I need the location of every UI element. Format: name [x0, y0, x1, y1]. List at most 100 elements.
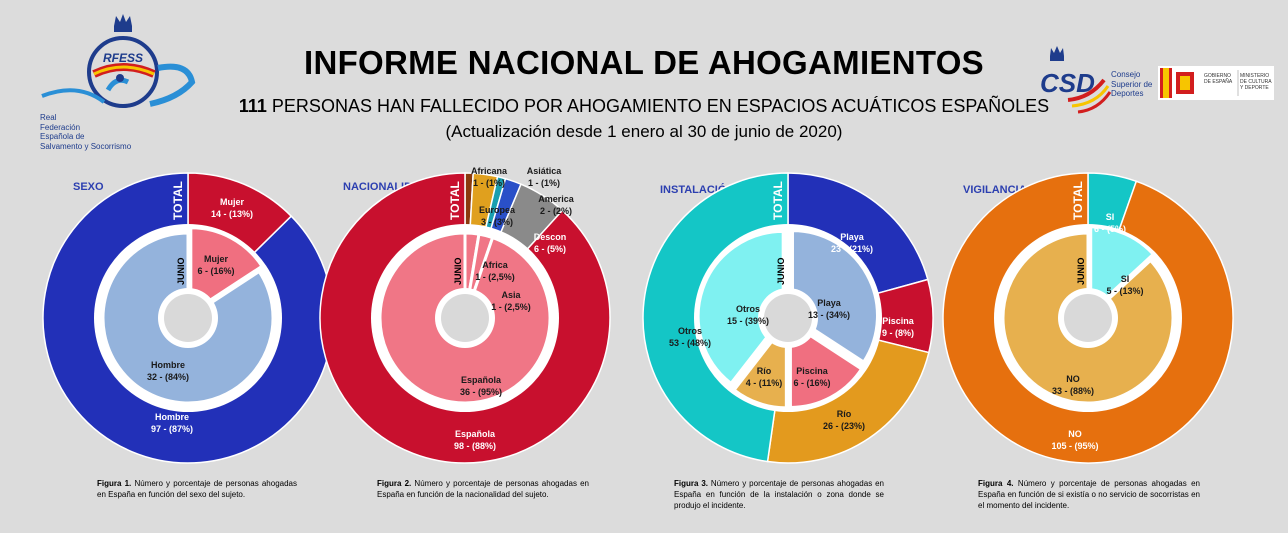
outer-label-piscina: Piscina: [882, 316, 915, 326]
crown-icon: [114, 14, 132, 32]
outer-label-hombre: Hombre: [155, 412, 189, 422]
page-title: INFORME NACIONAL DE AHOGAMIENTOS: [303, 44, 984, 81]
section-title: SEXO: [73, 181, 104, 193]
outer-value-asiatica: 1 - (1%): [528, 178, 560, 188]
caption-text: Número y porcentaje de personas ahogadas…: [97, 479, 297, 499]
inner-label-africa: Africa: [482, 260, 509, 270]
inner-label-piscina: Piscina: [796, 366, 829, 376]
figure-caption-4: Figura 4. Número y porcentaje de persona…: [978, 478, 1200, 511]
inner-value-asia: 1 - (2,5%): [491, 302, 531, 312]
donut-hole: [441, 294, 489, 342]
caption-figure-number: Figura 1.: [97, 479, 132, 488]
rfess-line: Federación: [40, 122, 81, 132]
donut-hole: [164, 294, 212, 342]
inner-label-hombre: Hombre: [151, 360, 185, 370]
spain-government-logo: [1158, 66, 1274, 100]
inner-value-hombre: 32 - (84%): [147, 372, 189, 382]
inner-label-rio: Río: [757, 366, 772, 376]
ring-label-junio: JUNIO: [776, 257, 786, 285]
outer-label-africana: Africana: [471, 166, 508, 176]
inner-label-no: NO: [1066, 374, 1080, 384]
figure-caption-1: Figura 1. Número y porcentaje de persona…: [97, 478, 297, 500]
donut-hole: [764, 294, 812, 342]
figure-caption-2: Figura 2. Número y porcentaje de persona…: [377, 478, 589, 500]
outer-label-europea: Europea: [479, 205, 516, 215]
csd-line: Consejo: [1111, 70, 1141, 79]
csd-name: Consejo Superior de Deportes: [1111, 70, 1152, 99]
page-subtitle: 111 PERSONAS HAN FALLECIDO POR AHOGAMIEN…: [0, 96, 1288, 117]
rfess-line: Real: [40, 113, 57, 122]
outer-label-mujer: Mujer: [220, 197, 245, 207]
ministry-line: DE CULTURA: [1240, 79, 1272, 85]
inner-value-africa: 1 - (2,5%): [475, 272, 515, 282]
outer-value-espanola: 98 - (88%): [454, 441, 496, 451]
inner-label-espanola: Española: [461, 375, 502, 385]
outer-label-no: NO: [1068, 429, 1082, 439]
outer-value-piscina: 9 - (8%): [882, 328, 914, 338]
outer-label-playa: Playa: [840, 232, 865, 242]
rfess-logo: RFESS: [41, 14, 196, 108]
chart-sexo: SEXO TOTAL JUNIO Mujer 14 - (13%) Hombre 97 - …: [42, 172, 334, 464]
outer-value-mujer: 14 - (13%): [211, 209, 253, 219]
ministry-line: MINISTERIO: [1240, 73, 1270, 79]
outer-label-otros: Otros: [678, 326, 702, 336]
ring-label-total: TOTAL: [771, 181, 785, 220]
inner-value-playa: 13 - (34%): [808, 310, 850, 320]
outer-value-playa: 23 - (21%): [831, 244, 873, 254]
chart-vigilancia: VIGILANCIA TOTAL JUNIO SI 6 - (5%) NO 105 - (9…: [942, 172, 1234, 464]
outer-value-no: 105 - (95%): [1051, 441, 1098, 451]
outer-label-rio: Río: [837, 409, 852, 419]
inner-label-playa: Playa: [817, 298, 842, 308]
caption-figure-number: Figura 3.: [674, 479, 709, 488]
inner-label-asia: Asia: [501, 290, 521, 300]
outer-value-descon: 6 - (5%): [534, 244, 566, 254]
inner-value-espanola: 36 - (95%): [460, 387, 502, 397]
caption-text: Número y porcentaje de personas ahogadas…: [674, 479, 884, 510]
csd-line: Deportes: [1111, 89, 1144, 98]
ring-label-junio: JUNIO: [453, 257, 463, 285]
figure-caption-3: Figura 3. Número y porcentaje de persona…: [674, 478, 884, 511]
inner-slice-mujer: [189, 226, 265, 316]
caption-text: Número y porcentaje de personas ahogadas…: [377, 479, 589, 499]
caption-text: Número y porcentaje de personas ahogadas…: [978, 479, 1200, 510]
update-period: (Actualización desde 1 enero al 30 de ju…: [445, 122, 843, 141]
csd-logo: CSD: [1040, 46, 1112, 114]
rfess-line: Española de: [40, 132, 85, 141]
inner-label-mujer: Mujer: [204, 254, 229, 264]
outer-value-europea: 3 - (3%): [481, 217, 513, 227]
government-label: GOBIERNO DE ESPAÑA: [1204, 73, 1232, 85]
gov-line: DE ESPAÑA: [1204, 79, 1233, 85]
inner-value-rio: 4 - (11%): [746, 378, 783, 388]
inner-value-piscina: 6 - (16%): [793, 378, 830, 388]
ring-label-total: TOTAL: [171, 181, 185, 220]
inner-value-no: 33 - (88%): [1052, 386, 1094, 396]
outer-label-asiatica: Asiática: [527, 166, 563, 176]
inner-slice-otros: [696, 229, 785, 386]
outer-value-hombre: 97 - (87%): [151, 424, 193, 434]
caption-figure-number: Figura 2.: [377, 479, 412, 488]
coat-of-arms-icon: [1176, 72, 1194, 94]
outer-slice-no: [942, 172, 1234, 464]
inner-value-si: 5 - (13%): [1106, 286, 1143, 296]
section-title: VIGILANCIA: [963, 184, 1027, 196]
ring-label-total: TOTAL: [448, 181, 462, 220]
outer-value-otros: 53 - (48%): [669, 338, 711, 348]
rfess-line: Salvamento y Socorrismo: [40, 141, 132, 151]
outer-label-si: SI: [1106, 212, 1115, 222]
crown-icon: [1050, 46, 1064, 61]
ring-label-total: TOTAL: [1071, 181, 1085, 220]
total-deaths-count: 111: [238, 96, 267, 116]
donut-hole: [1064, 294, 1112, 342]
caption-figure-number: Figura 4.: [978, 479, 1014, 488]
inner-slice-piscina: [788, 319, 864, 409]
gov-line: GOBIERNO: [1204, 73, 1231, 79]
ministry-line: Y DEPORTE: [1240, 85, 1269, 91]
outer-label-espanola: Española: [455, 429, 496, 439]
subtitle-text: PERSONAS HAN FALLECIDO POR AHOGAMIENTO E…: [266, 96, 1050, 116]
inner-label-si: SI: [1121, 274, 1130, 284]
ministry-label: MINISTERIO DE CULTURA Y DEPORTE: [1240, 73, 1272, 91]
outer-value-rio: 26 - (23%): [823, 421, 865, 431]
